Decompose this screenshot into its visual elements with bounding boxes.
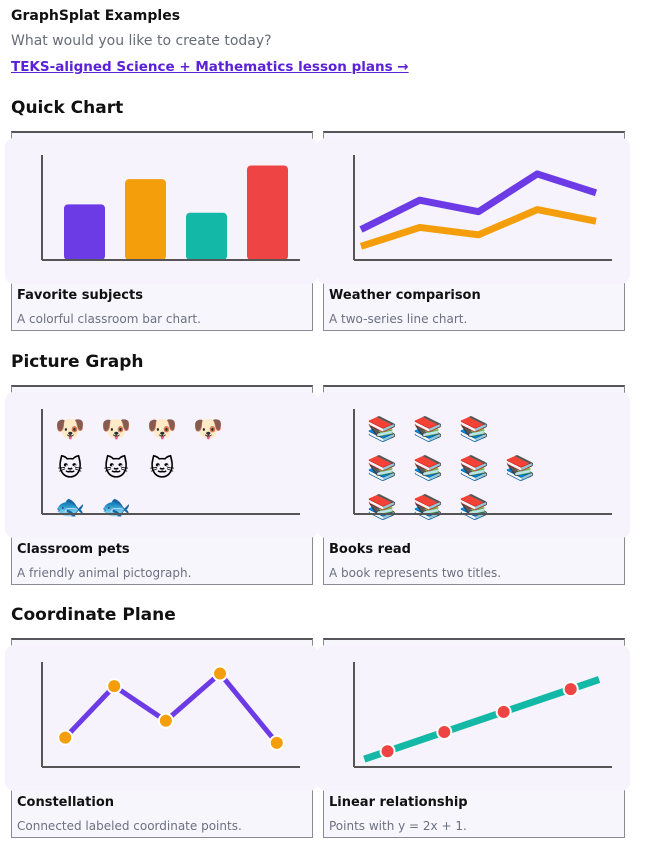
lesson-link[interactable]: TEKS-aligned Science + Mathematics lesso… [11,59,409,75]
bar [64,204,105,260]
icon: 🐱 [103,454,128,482]
line-series [359,206,597,250]
thumbnail-chart [353,155,612,261]
point [106,678,123,695]
card-title: Favorite subjects [17,288,143,303]
card-title: Weather comparison [329,288,481,303]
icon: 📚 [505,454,535,482]
point [157,712,174,729]
card-description: A friendly animal pictograph. [17,565,192,580]
point [562,681,579,698]
page-title: GraphSplat Examples [11,8,181,24]
card-title: Classroom pets [17,541,130,557]
icon: 📚 [413,493,443,521]
page-subtitle: What would you like to create today? [11,33,272,49]
point [212,665,229,682]
icon-row: 🐱 🐱 🐱 [57,454,174,482]
icon: 🐶 [147,415,177,443]
icon: 📚 [413,415,443,443]
icon: 🐶 [55,415,85,443]
line-series [359,170,598,233]
bar [247,165,288,260]
thumbnail-chart: 🐶 🐶 🐶 🐶🐱 🐱 🐱🐟 🐟 [41,408,300,521]
icon: 🐱 [57,454,82,482]
card-description: Points with y = 2x + 1. [329,819,467,833]
trend-line [363,676,601,763]
thumbnail-chart [353,662,612,768]
thumbnail-chart: 📚 📚 📚 📚 📚 📚 📚 📚 📚 📚 [353,408,612,521]
thumbnail [317,645,630,791]
point [495,703,512,720]
icon: 📚 [367,415,397,443]
point [379,743,396,760]
thumbnail [317,138,630,284]
icon: 📚 [367,493,397,521]
bar [125,179,166,260]
point [268,734,285,751]
icon-row: 🐟 🐟 [55,493,131,521]
icon: 🐱 [149,454,174,482]
icon: 📚 [413,454,443,482]
connector [63,669,279,745]
thumbnail-chart [41,155,300,261]
icon-row: 📚 📚 📚 [367,493,489,521]
icon-row: 🐶 🐶 🐶 🐶 [55,415,223,443]
icon-row: 📚 📚 📚 [367,415,489,443]
card-title: Books read [329,541,411,557]
section-heading: Picture Graph [11,351,144,372]
card-description: A colorful classroom bar chart. [17,312,201,326]
section-heading: Coordinate Plane [11,605,176,625]
icon: 📚 [459,454,489,482]
card-description: Connected labeled coordinate points. [17,819,242,833]
thumbnail [5,138,318,284]
icon-row: 📚 📚 📚 📚 [367,454,535,482]
thumbnail: 🐶 🐶 🐶 🐶 🐱 🐱 🐱 🐟 🐟 [5,391,318,538]
card-title: Constellation [17,795,115,810]
icon: 🐶 [193,415,223,443]
card-description: A two-series line chart. [329,312,468,326]
icon: 📚 [459,415,489,443]
icon: 🐶 [101,415,131,443]
point [436,724,453,740]
icon: 🐟 [101,493,131,521]
thumbnail: 📚 📚 📚 📚 📚 📚 📚 📚 📚 📚 [317,391,630,538]
card-description: A book represents two titles. [329,565,502,580]
card-title: Linear relationship [329,795,468,810]
thumbnail-chart [41,662,300,768]
thumbnail [5,645,318,791]
icon: 🐟 [55,493,85,521]
point [57,729,74,746]
icon: 📚 [367,454,397,482]
bar [186,212,227,260]
section-heading: Quick Chart [11,98,124,118]
icon: 📚 [459,493,489,521]
